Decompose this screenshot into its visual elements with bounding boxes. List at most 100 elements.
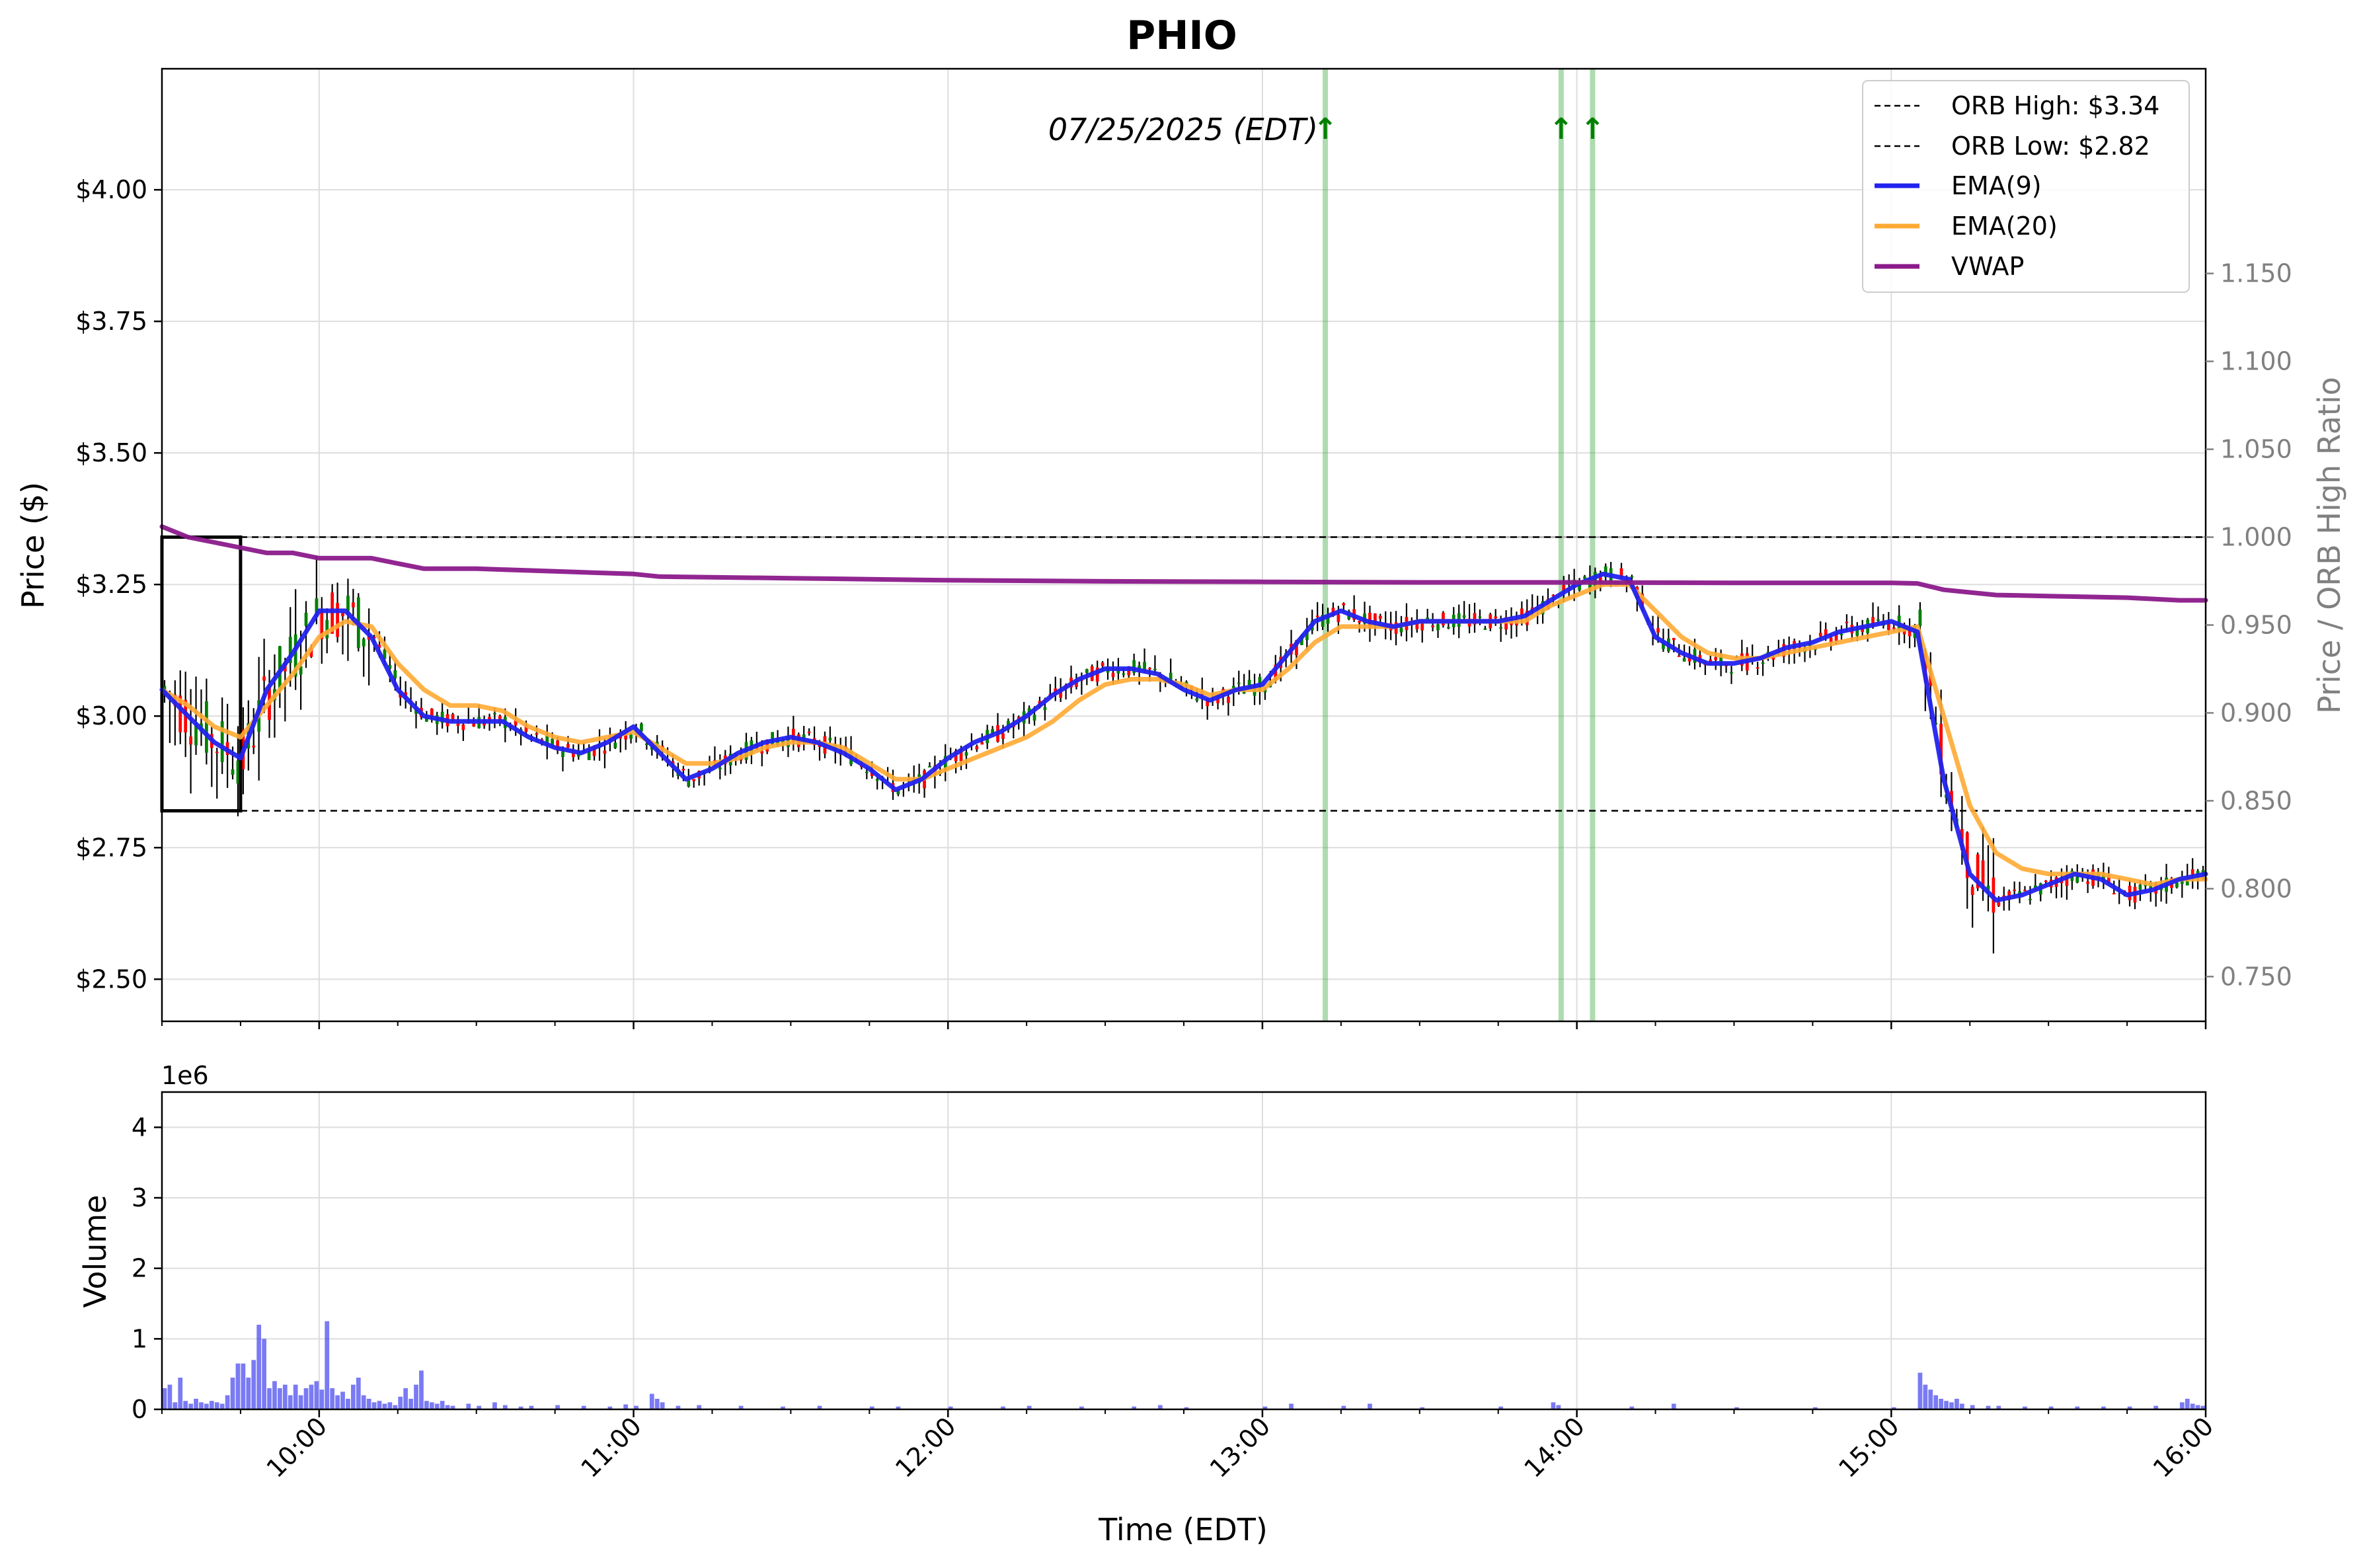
vwap-line <box>159 524 2208 603</box>
indicator-lines <box>159 524 2208 903</box>
candle-body <box>1442 612 1445 625</box>
volume-bar <box>346 1399 350 1409</box>
volume-bar <box>262 1339 266 1409</box>
candle-body <box>1719 654 1723 666</box>
candle-body <box>865 771 869 773</box>
volume-bar <box>2195 1405 2200 1409</box>
volume-bar <box>335 1395 340 1409</box>
volume-bar <box>403 1388 408 1409</box>
candle-body <box>718 767 722 769</box>
candle-body <box>1845 621 1849 623</box>
legend-label-orb-low: ORB Low: $2.82 <box>1951 132 2150 161</box>
candle-body <box>1206 699 1210 707</box>
candle-body <box>1520 608 1524 615</box>
candle-body <box>1630 576 1634 578</box>
volume-bar <box>319 1390 325 1409</box>
candle-body <box>1095 667 1099 682</box>
candle-body <box>802 734 806 740</box>
candle-body <box>2190 869 2194 875</box>
ratio-y-tick-label: 0.750 <box>2220 962 2292 991</box>
volume-bar <box>209 1401 214 1409</box>
volume-bar <box>1289 1403 1294 1409</box>
volume-bar <box>948 1406 953 1409</box>
price-y-tick-label: $4.00 <box>75 175 147 204</box>
volume-bar <box>298 1395 303 1409</box>
candle-body <box>1619 568 1623 577</box>
candle-body <box>2013 889 2016 891</box>
candle-body <box>1824 629 1828 636</box>
candle-body <box>2065 879 2069 886</box>
volume-bar <box>267 1388 272 1409</box>
candle-body <box>1562 585 1566 592</box>
volume-bar <box>162 1388 167 1409</box>
volume-bar <box>366 1399 371 1409</box>
chart-title: PHIO <box>1126 13 1237 59</box>
volume-bar <box>1671 1403 1676 1409</box>
volume-bar <box>1157 1405 1163 1409</box>
candle-body <box>315 598 319 617</box>
candle-body <box>1321 614 1325 627</box>
candle-body <box>1195 698 1199 701</box>
candle-body <box>1122 673 1126 675</box>
candle-body <box>1892 627 1896 629</box>
candle-body <box>975 746 979 750</box>
candle-body <box>205 701 208 753</box>
candle-body <box>1336 614 1340 622</box>
volume-y-axis-label: Volume <box>77 1195 113 1308</box>
volume-bar <box>581 1405 586 1409</box>
candle-body <box>1358 621 1361 623</box>
candle-body <box>1939 723 1943 775</box>
candle-body <box>1446 627 1450 629</box>
volume-bar <box>450 1405 455 1409</box>
candle-body <box>629 734 633 739</box>
volume-bar <box>492 1402 497 1409</box>
volume-bar <box>1986 1405 1991 1409</box>
candle-body <box>1132 660 1136 673</box>
candle-body <box>791 728 795 741</box>
candle-body <box>1027 708 1031 713</box>
volume-bar <box>2048 1406 2054 1409</box>
candle-body <box>325 619 329 639</box>
candle-body <box>352 602 355 608</box>
candle-body <box>1771 656 1775 660</box>
volume-bar <box>356 1378 361 1409</box>
orb-lines <box>162 536 2206 812</box>
candle-body <box>1059 690 1063 698</box>
candle-body <box>1818 633 1822 637</box>
volume-bar <box>1079 1406 1084 1409</box>
volume-y-tick-label: 1 <box>132 1324 147 1353</box>
candle-body <box>1085 669 1089 673</box>
ratio-y-tick-label: 1.000 <box>2220 523 2292 552</box>
candle-body <box>1148 668 1151 670</box>
candle-body <box>1886 621 1890 630</box>
candle-body <box>870 771 874 776</box>
volume-bar <box>1001 1406 1005 1409</box>
volume-bar <box>1132 1406 1137 1409</box>
volume-bar <box>607 1406 613 1409</box>
candle-body <box>194 725 198 746</box>
volume-bar <box>188 1403 193 1409</box>
volume-bar <box>1996 1405 2001 1409</box>
candle-body <box>1997 902 2001 906</box>
candle-body <box>262 676 266 681</box>
candle-body <box>896 790 900 795</box>
volume-bar <box>361 1395 366 1409</box>
volume-bar <box>781 1406 785 1409</box>
volume-bar <box>1933 1395 1939 1409</box>
volume-bar <box>230 1378 235 1409</box>
legend-label-orb-high: ORB High: $3.34 <box>1951 91 2159 120</box>
volume-bar <box>309 1384 314 1409</box>
volume-bar <box>167 1384 173 1409</box>
candle-body <box>2144 884 2148 886</box>
candle-body <box>1598 574 1602 583</box>
candle-body <box>451 714 455 721</box>
volume-bar <box>314 1381 319 1409</box>
candle-body <box>320 611 324 639</box>
signal-arrow: ↑ <box>1580 112 1605 146</box>
price-y-tick-label: $2.75 <box>75 833 147 862</box>
volume-bar <box>518 1406 523 1409</box>
volume-bar <box>278 1388 282 1409</box>
candle-body <box>928 765 931 767</box>
volume-bar <box>466 1403 471 1409</box>
candle-body <box>1677 655 1681 657</box>
